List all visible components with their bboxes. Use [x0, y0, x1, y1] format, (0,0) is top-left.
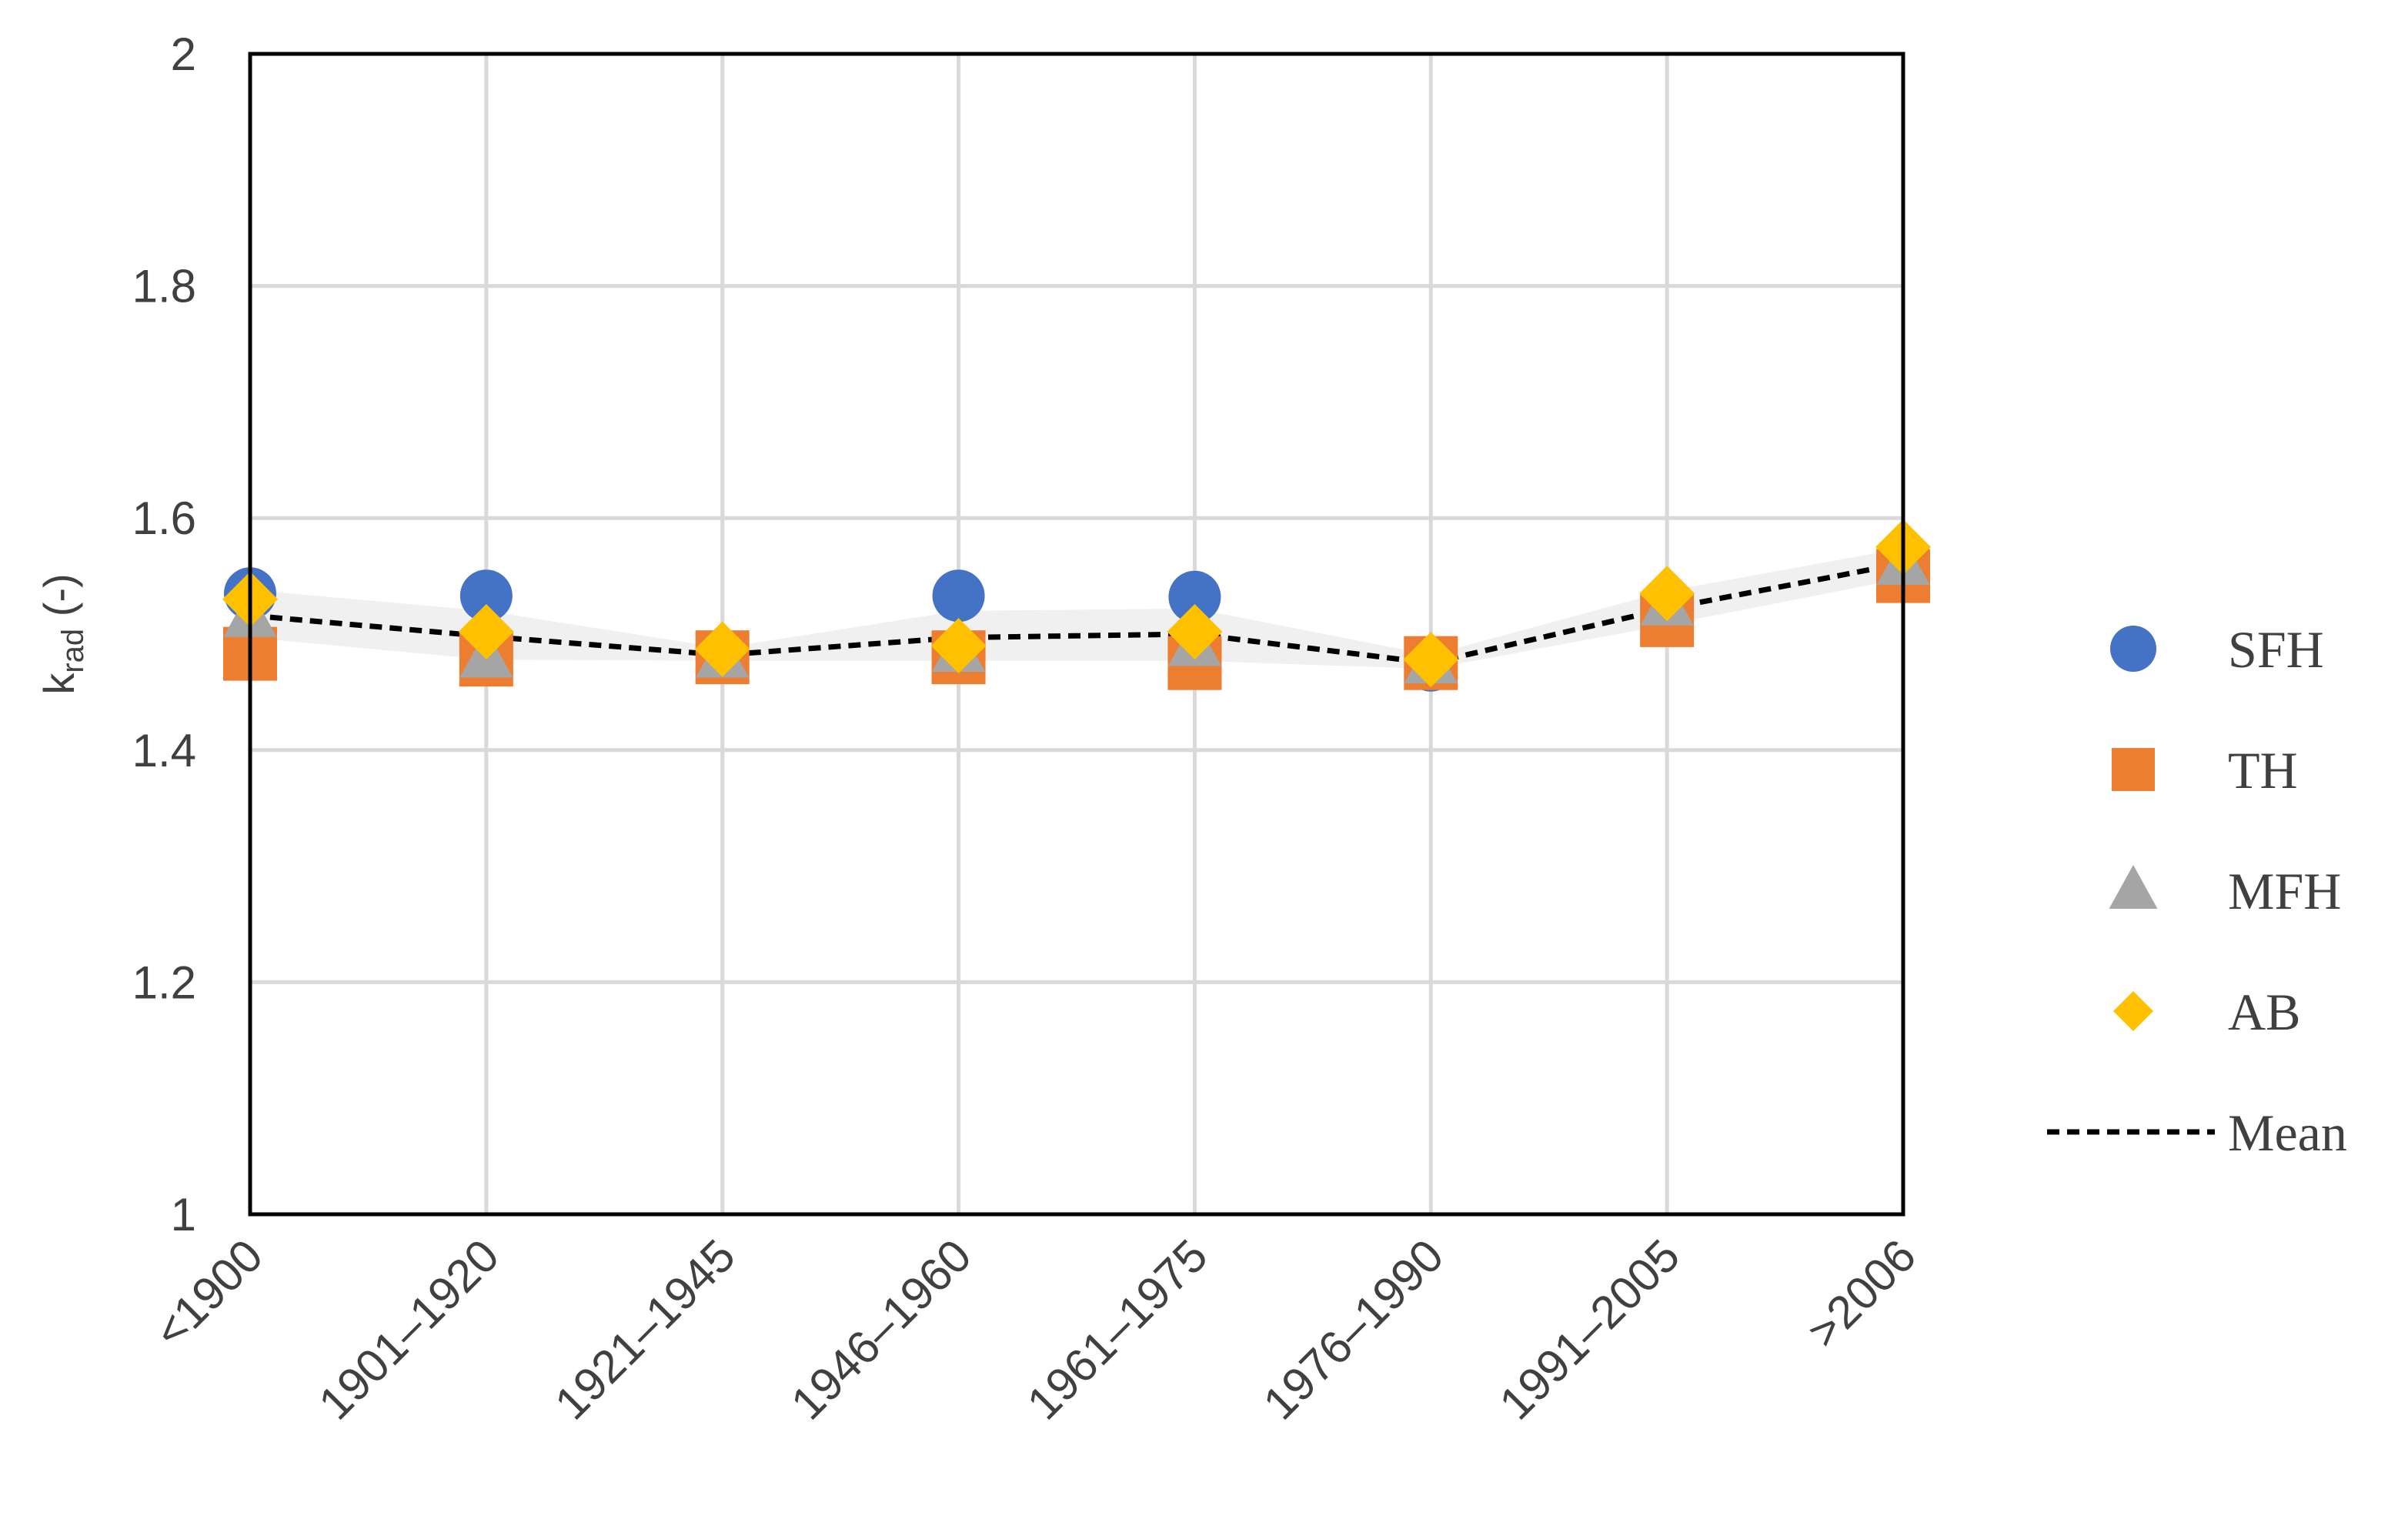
- legend: SFH TH MFH AB Mean: [2047, 620, 2347, 1162]
- y-tick-label: 1.2: [132, 956, 196, 1008]
- y-tick-label: 1.4: [132, 725, 196, 776]
- y-tick-label: 2: [171, 28, 196, 80]
- legend-label-mfh: MFH: [2228, 862, 2341, 920]
- range-band: [250, 548, 1903, 669]
- legend-marker-sfh: [2110, 626, 2156, 672]
- point-ab: [458, 603, 514, 659]
- point-ab: [1403, 632, 1459, 688]
- y-axis-label-suffix: (-): [35, 573, 83, 629]
- x-axis-ticks: <1900 1901–1920 1921–1945 1946–1960 1961–197…: [145, 1230, 1926, 1430]
- mean-line: [249, 560, 1904, 666]
- y-axis-label-sub: rad: [56, 629, 90, 673]
- x-tick-label: 1976–1990: [1254, 1230, 1454, 1430]
- point-sfh: [459, 569, 513, 623]
- legend-label-ab: AB: [2228, 983, 2300, 1041]
- y-tick-label: 1.8: [132, 261, 196, 312]
- legend-marker-th: [2112, 748, 2155, 791]
- x-tick-label: 1921–1945: [545, 1230, 745, 1430]
- y-axis-label-main: k: [35, 673, 83, 695]
- x-tick-label: 1946–1960: [781, 1230, 981, 1430]
- plot-area-border: [248, 52, 1905, 1217]
- point-ab: [1167, 603, 1223, 659]
- data-markers: [222, 519, 1931, 692]
- x-tick-label: <1900: [145, 1230, 273, 1358]
- point-sfh: [1168, 570, 1221, 623]
- point-ab: [1639, 566, 1695, 622]
- point-ab: [694, 621, 750, 677]
- legend-label-sfh: SFH: [2228, 620, 2324, 679]
- legend-marker-mfh: [2109, 865, 2158, 909]
- point-ab: [930, 618, 987, 674]
- x-tick-label: 1961–1975: [1017, 1230, 1217, 1430]
- range-band-area: [250, 548, 1903, 669]
- y-axis-label: krad (-): [35, 573, 90, 694]
- legend-label-th: TH: [2228, 741, 2298, 800]
- point-sfh: [932, 569, 985, 623]
- x-tick-label: >2006: [1798, 1230, 1926, 1358]
- legend-marker-ab: [2113, 991, 2153, 1031]
- x-tick-label: 1901–1920: [309, 1230, 509, 1430]
- y-tick-label: 1: [171, 1189, 196, 1240]
- y-tick-label: 1.6: [132, 492, 196, 544]
- x-tick-label: 1991–2005: [1490, 1230, 1690, 1430]
- mean-line-group: [249, 560, 1904, 666]
- y-axis-ticks: 1 1.2 1.4 1.6 1.8 2: [132, 28, 196, 1240]
- legend-label-mean: Mean: [2228, 1103, 2347, 1162]
